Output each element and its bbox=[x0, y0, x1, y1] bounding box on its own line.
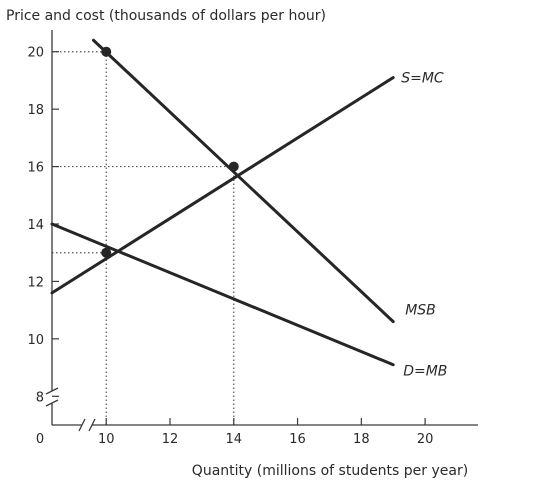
y-tick-label-10: 10 bbox=[27, 333, 44, 348]
series-label-2: D=MB bbox=[403, 364, 447, 380]
y-tick-label-18: 18 bbox=[27, 103, 44, 118]
x-axis-break-mark bbox=[88, 418, 96, 432]
x-tick-label-16: 16 bbox=[289, 432, 306, 447]
x-axis-title: Quantity (millions of students per year) bbox=[192, 463, 468, 479]
series-label-0: S=MC bbox=[401, 71, 444, 87]
x-tick-label-14: 14 bbox=[225, 432, 242, 447]
series-label-1: MSB bbox=[405, 303, 436, 319]
axes: 8 10 12 14 16 18 20 10 12 14 16 18 20 bbox=[27, 30, 478, 447]
y-tick-label-14: 14 bbox=[27, 218, 44, 233]
y-axis-break-mark bbox=[45, 399, 59, 407]
series-line-d-mb bbox=[50, 222, 395, 367]
x-axis-break-mark bbox=[78, 418, 86, 432]
series-line-msb bbox=[91, 38, 395, 324]
highlight-point-1 bbox=[228, 161, 239, 172]
y-tick-label-8: 8 bbox=[36, 390, 44, 405]
origin-label: 0 bbox=[36, 432, 44, 447]
x-tick-label-20: 20 bbox=[417, 432, 434, 447]
highlight-points bbox=[101, 46, 239, 258]
series-line-s-mc bbox=[50, 76, 395, 295]
series-labels: S=MC MSB D=MB bbox=[401, 71, 447, 380]
y-tick-label-16: 16 bbox=[27, 161, 44, 176]
y-tick-label-20: 20 bbox=[27, 46, 44, 61]
y-axis-break-mark bbox=[45, 387, 59, 395]
highlight-point-0 bbox=[101, 46, 112, 57]
series-group bbox=[50, 38, 395, 367]
x-tick-label-10: 10 bbox=[98, 432, 115, 447]
x-tick-label-12: 12 bbox=[162, 432, 179, 447]
x-tick-label-18: 18 bbox=[353, 432, 370, 447]
guide-lines bbox=[52, 51, 235, 425]
highlight-point-2 bbox=[101, 247, 112, 258]
y-axis-title: Price and cost (thousands of dollars per… bbox=[6, 8, 326, 24]
y-tick-label-12: 12 bbox=[27, 275, 44, 290]
